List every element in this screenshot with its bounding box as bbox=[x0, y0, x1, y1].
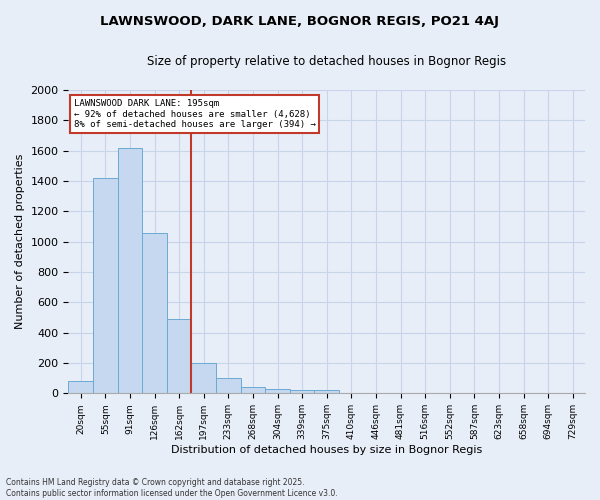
X-axis label: Distribution of detached houses by size in Bognor Regis: Distribution of detached houses by size … bbox=[171, 445, 482, 455]
Bar bbox=[142, 232, 167, 394]
Bar bbox=[265, 389, 290, 394]
Text: LAWNSWOOD DARK LANE: 195sqm
← 92% of detached houses are smaller (4,628)
8% of s: LAWNSWOOD DARK LANE: 195sqm ← 92% of det… bbox=[74, 99, 316, 129]
Text: LAWNSWOOD, DARK LANE, BOGNOR REGIS, PO21 4AJ: LAWNSWOOD, DARK LANE, BOGNOR REGIS, PO21… bbox=[101, 15, 499, 28]
Bar bbox=[314, 390, 339, 394]
Bar bbox=[241, 388, 265, 394]
Bar bbox=[93, 178, 118, 394]
Bar bbox=[216, 378, 241, 394]
Bar bbox=[290, 390, 314, 394]
Bar bbox=[191, 363, 216, 394]
Text: Contains HM Land Registry data © Crown copyright and database right 2025.
Contai: Contains HM Land Registry data © Crown c… bbox=[6, 478, 338, 498]
Y-axis label: Number of detached properties: Number of detached properties bbox=[15, 154, 25, 330]
Bar bbox=[167, 319, 191, 394]
Title: Size of property relative to detached houses in Bognor Regis: Size of property relative to detached ho… bbox=[147, 55, 506, 68]
Bar bbox=[68, 381, 93, 394]
Bar bbox=[118, 148, 142, 394]
